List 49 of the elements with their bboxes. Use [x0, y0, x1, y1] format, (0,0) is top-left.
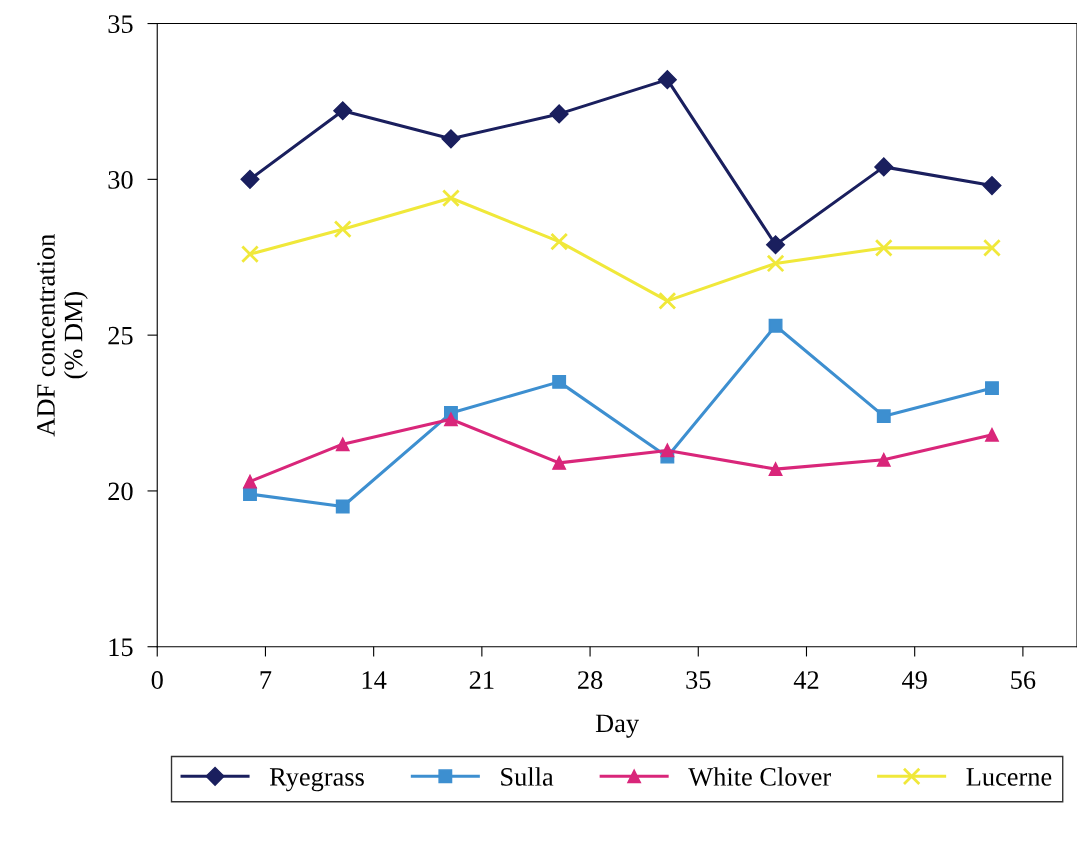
point [768, 318, 783, 333]
point [333, 101, 353, 121]
y-tick-label: 15 [109, 638, 133, 657]
point [549, 104, 569, 124]
point [982, 176, 1002, 196]
point [982, 238, 1002, 257]
point [657, 70, 677, 90]
legend-label: Lucerne [966, 768, 1052, 786]
x-tick-label: 49 [902, 671, 927, 689]
x-tick-label: 28 [578, 671, 603, 689]
x-axis-title: Day [595, 714, 639, 738]
point [985, 427, 999, 442]
point [985, 381, 999, 396]
point [874, 157, 894, 177]
point [240, 169, 260, 189]
legend-label: Sulla [501, 767, 554, 786]
point [441, 129, 461, 149]
point [876, 452, 891, 467]
x-tick-label: 0 [151, 671, 163, 689]
x-tick-label: 35 [686, 671, 711, 689]
point [766, 235, 786, 255]
y-tick-label: 25 [108, 326, 133, 345]
point [444, 412, 458, 427]
y-tick-label: 35 [108, 15, 133, 33]
y-tick-label: 30 [108, 170, 133, 189]
point [333, 220, 352, 239]
y-axis-title: ADF concentration (% DM) [37, 234, 88, 437]
x-tick-label: 21 [469, 671, 494, 689]
point [660, 443, 675, 458]
x-tick-label: 7 [260, 671, 272, 689]
point [658, 291, 677, 310]
legend-label: Ryegrass [269, 768, 364, 792]
point [243, 474, 257, 489]
point [335, 437, 350, 452]
point [768, 462, 783, 477]
y-tick-label: 20 [108, 482, 133, 501]
point [335, 499, 350, 514]
point [550, 232, 569, 251]
point [876, 409, 891, 424]
x-tick-label: 56 [1011, 671, 1036, 689]
point [552, 374, 567, 389]
point [766, 254, 785, 273]
point [441, 189, 460, 208]
point [874, 238, 893, 257]
point [240, 245, 260, 264]
x-tick-label: 42 [793, 671, 819, 689]
legend-label: White Clover [688, 767, 831, 786]
x-tick-label: 14 [362, 671, 387, 689]
point [552, 455, 567, 470]
